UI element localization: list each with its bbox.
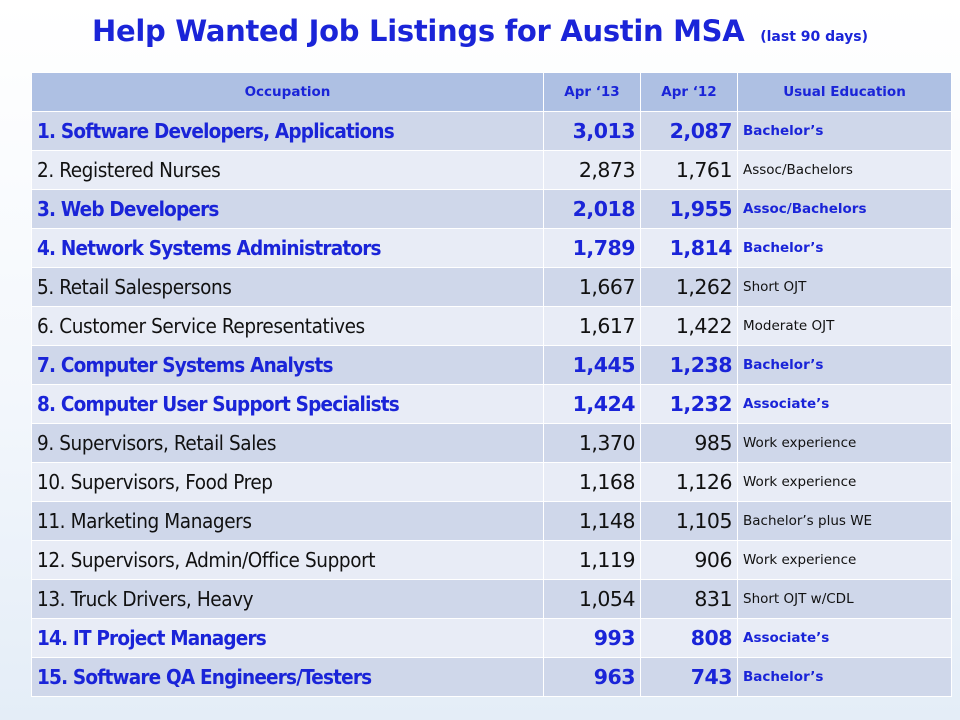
job-listings-table: Occupation Apr ‘13 Apr ‘12 Usual Educati… — [31, 72, 952, 697]
occupation-cell: 8. Computer User Support Specialists — [31, 384, 544, 424]
apr13-cell: 1,667 — [543, 267, 641, 307]
education-cell: Bachelor’s — [737, 657, 952, 697]
title-main: Help Wanted Job Listings for Austin MSA — [91, 14, 745, 48]
apr12-cell: 1,955 — [640, 189, 738, 229]
occupation-cell: 7. Computer Systems Analysts — [31, 345, 544, 385]
apr13-cell: 1,789 — [543, 228, 641, 268]
education-cell: Bachelor’s — [737, 228, 952, 268]
table-row: 15. Software QA Engineers/Testers 963 743 B… — [31, 657, 952, 697]
header-apr13: Apr ‘13 — [543, 72, 641, 112]
apr12-cell: 1,422 — [640, 306, 738, 346]
table-row: 5. Retail Salespersons 1,667 1,262 Short OJ… — [31, 267, 952, 307]
education-cell: Associate’s — [737, 384, 952, 424]
education-cell: Moderate OJT — [737, 306, 952, 346]
apr13-cell: 1,168 — [543, 462, 641, 502]
table-row: 6. Customer Service Representatives 1,617… — [31, 306, 952, 346]
apr12-cell: 2,087 — [640, 111, 738, 151]
table-row: 11. Marketing Managers 1,148 1,105 Bachelor… — [31, 501, 952, 541]
apr13-cell: 1,054 — [543, 579, 641, 619]
occupation-cell: 15. Software QA Engineers/Testers — [31, 657, 544, 697]
education-cell: Bachelor’s plus WE — [737, 501, 952, 541]
occupation-cell: 11. Marketing Managers — [31, 501, 544, 541]
apr12-cell: 1,232 — [640, 384, 738, 424]
occupation-cell: 1. Software Developers, Applications — [31, 111, 544, 151]
apr13-cell: 1,370 — [543, 423, 641, 463]
apr13-cell: 1,424 — [543, 384, 641, 424]
table-row: 10. Supervisors, Food Prep 1,168 1,126 Work… — [31, 462, 952, 502]
table-row: 14. IT Project Managers 993 808 Associate’s — [31, 618, 952, 658]
apr12-cell: 1,238 — [640, 345, 738, 385]
apr13-cell: 1,119 — [543, 540, 641, 580]
education-cell: Bachelor’s — [737, 345, 952, 385]
education-cell: Associate’s — [737, 618, 952, 658]
apr12-cell: 743 — [640, 657, 738, 697]
apr13-cell: 993 — [543, 618, 641, 658]
table-row: 8. Computer User Support Specialists 1,42… — [31, 384, 952, 424]
education-cell: Work experience — [737, 462, 952, 502]
apr12-cell: 985 — [640, 423, 738, 463]
table-row: 7. Computer Systems Analysts 1,445 1,238 Ba… — [31, 345, 952, 385]
apr13-cell: 2,018 — [543, 189, 641, 229]
apr13-cell: 3,013 — [543, 111, 641, 151]
apr13-cell: 1,617 — [543, 306, 641, 346]
occupation-cell: 2. Registered Nurses — [31, 150, 544, 190]
table-row: 4. Network Systems Administrators 1,789 1,… — [31, 228, 952, 268]
apr12-cell: 1,105 — [640, 501, 738, 541]
education-cell: Short OJT w/CDL — [737, 579, 952, 619]
occupation-cell: 13. Truck Drivers, Heavy — [31, 579, 544, 619]
table-row: 13. Truck Drivers, Heavy 1,054 831 Short OJ… — [31, 579, 952, 619]
apr12-cell: 1,761 — [640, 150, 738, 190]
table-body: 1. Software Developers, Applications 3,01… — [31, 111, 952, 697]
occupation-cell: 5. Retail Salespersons — [31, 267, 544, 307]
apr12-cell: 808 — [640, 618, 738, 658]
apr12-cell: 1,814 — [640, 228, 738, 268]
header-occupation: Occupation — [31, 72, 544, 112]
apr13-cell: 963 — [543, 657, 641, 697]
header-usual-education: Usual Education — [737, 72, 952, 112]
header-apr12: Apr ‘12 — [640, 72, 738, 112]
apr12-cell: 1,262 — [640, 267, 738, 307]
occupation-cell: 6. Customer Service Representatives — [31, 306, 544, 346]
apr13-cell: 2,873 — [543, 150, 641, 190]
table-row: 3. Web Developers 2,018 1,955 Assoc/Bachelo… — [31, 189, 952, 229]
education-cell: Assoc/Bachelors — [737, 189, 952, 229]
occupation-cell: 14. IT Project Managers — [31, 618, 544, 658]
title-subtitle: (last 90 days) — [760, 29, 869, 45]
table-row: 2. Registered Nurses 2,873 1,761 Assoc/Bach… — [31, 150, 952, 190]
table-row: 9. Supervisors, Retail Sales 1,370 985 Work… — [31, 423, 952, 463]
occupation-cell: 10. Supervisors, Food Prep — [31, 462, 544, 502]
apr12-cell: 831 — [640, 579, 738, 619]
table-row: 1. Software Developers, Applications 3,01… — [31, 111, 952, 151]
occupation-cell: 12. Supervisors, Admin/Office Support — [31, 540, 544, 580]
page-title: Help Wanted Job Listings for Austin MSA … — [0, 14, 960, 48]
occupation-cell: 9. Supervisors, Retail Sales — [31, 423, 544, 463]
education-cell: Assoc/Bachelors — [737, 150, 952, 190]
occupation-cell: 3. Web Developers — [31, 189, 544, 229]
apr12-cell: 906 — [640, 540, 738, 580]
apr13-cell: 1,445 — [543, 345, 641, 385]
education-cell: Work experience — [737, 423, 952, 463]
education-cell: Bachelor’s — [737, 111, 952, 151]
apr12-cell: 1,126 — [640, 462, 738, 502]
occupation-cell: 4. Network Systems Administrators — [31, 228, 544, 268]
education-cell: Work experience — [737, 540, 952, 580]
table-header-row: Occupation Apr ‘13 Apr ‘12 Usual Educati… — [31, 72, 952, 112]
education-cell: Short OJT — [737, 267, 952, 307]
apr13-cell: 1,148 — [543, 501, 641, 541]
table-row: 12. Supervisors, Admin/Office Support 1,1… — [31, 540, 952, 580]
